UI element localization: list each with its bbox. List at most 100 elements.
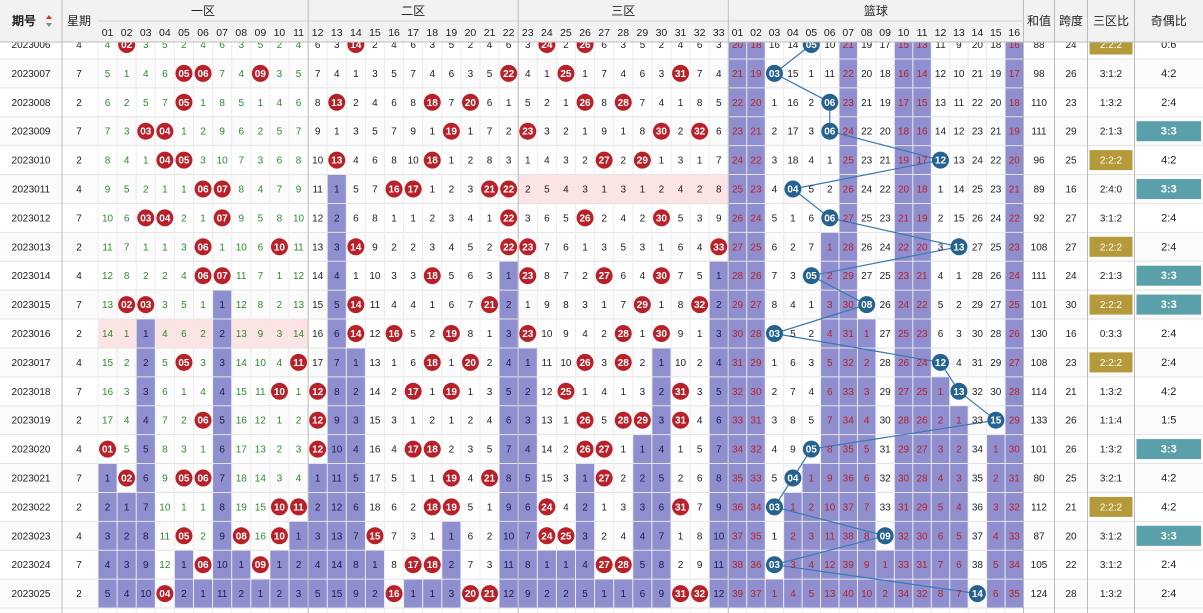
miss-count: 2 (449, 445, 455, 456)
span-value: 25 (1065, 156, 1077, 167)
span-value: 26 (1065, 416, 1077, 427)
weekday: 2 (76, 156, 82, 167)
miss-count: 15 (312, 300, 324, 311)
miss-count: 4 (790, 589, 796, 600)
sum-value: 101 (1031, 445, 1048, 456)
red-ball-number: 22 (503, 242, 515, 253)
sort-arrows-icon[interactable] (46, 23, 52, 27)
miss-count: 1 (640, 445, 646, 456)
red-ball-number: 02 (121, 40, 133, 51)
miss-count: 2 (334, 213, 340, 224)
miss-count: 2 (429, 416, 435, 427)
miss-count: 1 (143, 242, 149, 253)
miss-count: 14 (312, 271, 324, 282)
miss-count: 32 (750, 445, 762, 456)
red-ball-number: 14 (350, 40, 362, 51)
miss-count: 28 (843, 242, 855, 253)
red-ball-number: 22 (503, 69, 515, 80)
miss-count: 29 (972, 300, 984, 311)
miss-count: 6 (391, 502, 397, 513)
blue-ball-number: 13 (953, 387, 965, 398)
miss-count: 3 (659, 69, 665, 80)
miss-count: 2 (181, 213, 187, 224)
miss-count: 6 (277, 156, 283, 167)
miss-count: 18 (787, 156, 799, 167)
miss-count: 25 (898, 329, 910, 340)
red-ball-number: 24 (541, 502, 553, 513)
miss-count: 3 (410, 531, 416, 542)
miss-count: 1 (659, 300, 665, 311)
miss-count: 6 (353, 213, 359, 224)
miss-count: 19 (880, 98, 892, 109)
miss-count: 2 (506, 300, 512, 311)
red-ball-hit (270, 498, 288, 516)
miss-count: 15 (331, 589, 343, 600)
miss-count: 11 (102, 242, 113, 253)
red-ball-hit (442, 469, 460, 487)
weekday: 2 (76, 416, 82, 427)
miss-count: 6 (697, 474, 703, 485)
miss-count: 3 (296, 445, 302, 456)
red-ball-number: 14 (350, 329, 362, 340)
miss-count: 1 (697, 329, 703, 340)
miss-count: 3 (601, 358, 607, 369)
miss-count: 1 (143, 156, 149, 167)
red-ball-number: 18 (427, 358, 439, 369)
miss-count: 4 (410, 300, 416, 311)
sort-arrows-icon[interactable] (46, 15, 52, 19)
red-ball-hit (423, 93, 441, 111)
miss-count: 22 (750, 156, 762, 167)
blue-number-header: 14 (972, 27, 984, 39)
miss-count: 5 (678, 213, 684, 224)
miss-count: 9 (238, 213, 244, 224)
table-row (0, 87, 1203, 117)
red-ball-hit (423, 440, 441, 458)
blue-number-header: 05 (805, 27, 817, 39)
miss-count: 2 (563, 445, 569, 456)
red-ball-number: 02 (121, 300, 133, 311)
miss-count: 2 (659, 387, 665, 398)
miss-count: 8 (353, 560, 359, 571)
miss-count: 4 (391, 40, 397, 51)
red-ball-hit (118, 469, 136, 487)
miss-count: 11 (714, 560, 725, 571)
span-value: 22 (1065, 560, 1077, 571)
miss-count: 2 (258, 127, 264, 138)
red-ball-number: 06 (197, 242, 209, 253)
miss-count: 30 (1009, 445, 1021, 456)
red-ball-number: 29 (637, 156, 649, 167)
miss-count: 8 (410, 98, 416, 109)
miss-count: 6 (449, 300, 455, 311)
red-ball-number: 29 (637, 416, 649, 427)
red-ball-hit (137, 122, 155, 140)
red-ball-hit (156, 585, 174, 603)
zone-ratio: 3:1:2 (1100, 213, 1123, 224)
miss-count: 12 (824, 560, 836, 571)
miss-count: 9 (563, 329, 569, 340)
miss-count: 3 (372, 69, 378, 80)
miss-count: 4 (827, 329, 833, 340)
miss-count: 1 (487, 213, 493, 224)
miss-layer-column (250, 579, 270, 609)
miss-count: 3 (525, 40, 531, 51)
miss-count: 1 (620, 445, 626, 456)
red-ball-number: 31 (675, 69, 687, 80)
odd-even-ratio: 3:3 (1161, 126, 1177, 138)
miss-count: 6 (809, 213, 815, 224)
miss-count: 3 (124, 387, 130, 398)
miss-count: 5 (449, 271, 455, 282)
blue-number-header: 07 (842, 27, 854, 39)
miss-layer-column (518, 347, 538, 609)
red-ball-number: 10 (274, 242, 286, 253)
blue-ball-number: 04 (787, 185, 799, 196)
red-ball-number: 04 (159, 213, 171, 224)
miss-count: 2 (582, 502, 588, 513)
miss-count: 32 (880, 474, 892, 485)
miss-count: 7 (827, 416, 833, 427)
miss-count: 1 (429, 387, 435, 398)
miss-count: 7 (410, 69, 416, 80)
sum-value: 114 (1031, 387, 1047, 398)
miss-count: 10 (713, 531, 725, 542)
miss-count: 11 (503, 560, 514, 571)
red-ball-hit (442, 498, 460, 516)
